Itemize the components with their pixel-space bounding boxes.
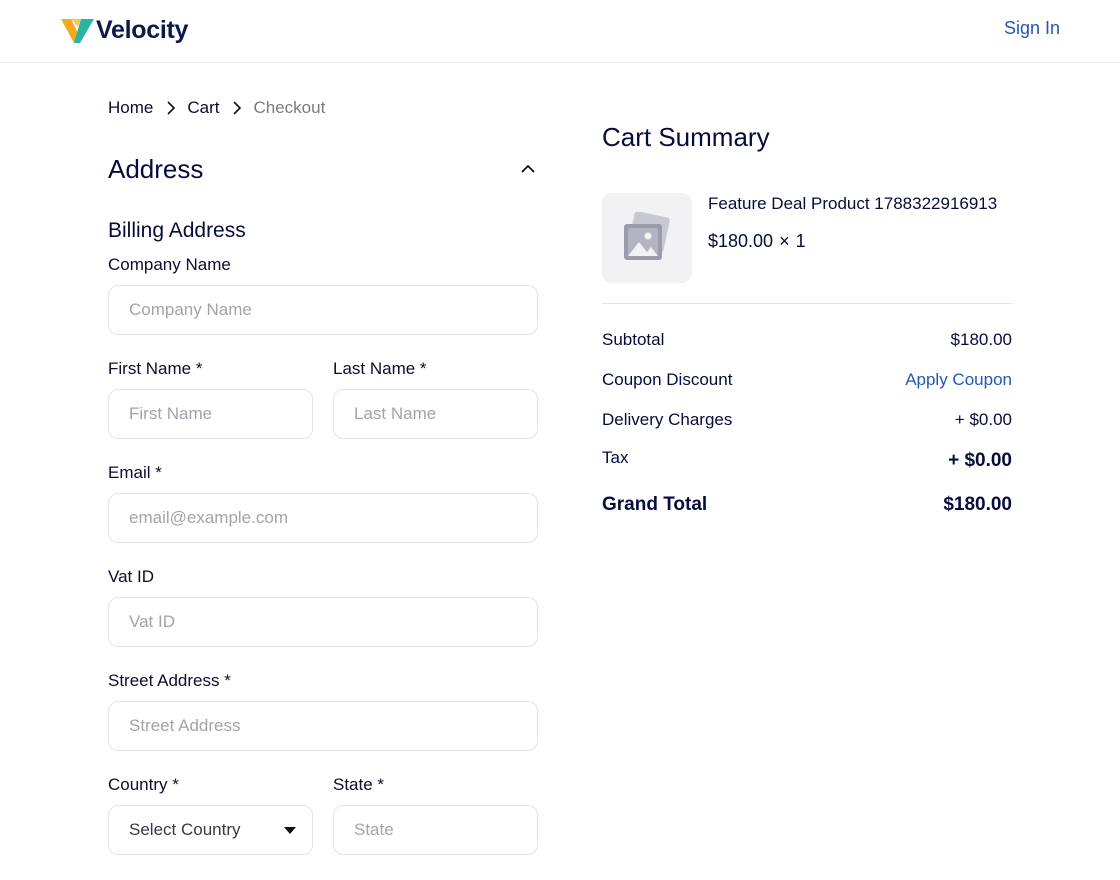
country-select[interactable]: Select Country: [108, 805, 313, 855]
delivery-charges-value: + $0.00: [954, 410, 1012, 429]
country-select-value: Select Country: [129, 820, 241, 839]
first-name-input[interactable]: [108, 389, 313, 439]
chevron-right-icon: [153, 97, 187, 119]
breadcrumb: Home Cart Checkout: [108, 97, 325, 119]
coupon-row: Coupon Discount Apply Coupon: [602, 368, 1012, 392]
site-header: Velocity Sign In: [0, 0, 1120, 63]
state-label: State *: [333, 775, 385, 794]
logo-text: Velocity: [96, 16, 189, 44]
last-name-label: Last Name *: [333, 359, 427, 378]
street-address-input[interactable]: [108, 701, 538, 751]
product-price-line: $180.00 × 1: [708, 229, 806, 253]
sign-in-link[interactable]: Sign In: [1003, 18, 1060, 38]
chevron-up-icon[interactable]: [520, 161, 536, 177]
product-quantity: 1: [795, 231, 806, 251]
chevron-right-icon: [219, 97, 253, 119]
multiply-sign: ×: [779, 231, 790, 251]
state-input[interactable]: [333, 805, 538, 855]
vat-id-label: Vat ID: [108, 567, 154, 586]
address-title: Address: [108, 154, 204, 184]
subtotal-row: Subtotal $180.00: [602, 328, 1012, 352]
first-name-label: First Name *: [108, 359, 203, 378]
tax-value: + $0.00: [948, 450, 1012, 471]
velocity-logo-icon: [61, 19, 94, 43]
grand-total-label: Grand Total: [602, 494, 708, 515]
grand-total-value: $180.00: [943, 494, 1012, 515]
product-name[interactable]: Feature Deal Product 1788322916913: [708, 194, 998, 213]
product-thumbnail[interactable]: [602, 193, 692, 283]
velocity-logo[interactable]: Velocity: [61, 15, 188, 45]
breadcrumb-current: Checkout: [253, 98, 326, 117]
billing-address-title: Billing Address: [108, 219, 246, 242]
street-address-label: Street Address *: [108, 671, 231, 690]
cart-summary-title: Cart Summary: [602, 122, 770, 152]
apply-coupon-link[interactable]: Apply Coupon: [905, 370, 1012, 389]
caret-down-icon: [284, 827, 296, 834]
product-price: $180.00: [708, 231, 774, 251]
email-label: Email *: [108, 463, 162, 482]
email-input[interactable]: [108, 493, 538, 543]
company-name-label: Company Name: [108, 255, 231, 274]
tax-row: Tax + $0.00: [602, 448, 1012, 478]
vat-id-input[interactable]: [108, 597, 538, 647]
breadcrumb-home[interactable]: Home: [108, 98, 154, 117]
last-name-input[interactable]: [333, 389, 538, 439]
delivery-row: Delivery Charges + $0.00: [602, 408, 1012, 432]
company-name-input[interactable]: [108, 285, 538, 335]
subtotal-value: $180.00: [950, 330, 1012, 349]
breadcrumb-cart[interactable]: Cart: [187, 98, 220, 117]
summary-divider: [602, 303, 1012, 304]
country-label: Country *: [108, 775, 179, 794]
coupon-discount-label: Coupon Discount: [602, 370, 733, 389]
subtotal-label: Subtotal: [602, 330, 665, 349]
image-placeholder-icon: [624, 212, 670, 260]
address-accordion-header[interactable]: Address: [108, 152, 538, 186]
tax-label: Tax: [602, 448, 629, 467]
grand-total-row: Grand Total $180.00: [602, 493, 1012, 517]
delivery-charges-label: Delivery Charges: [602, 410, 733, 429]
